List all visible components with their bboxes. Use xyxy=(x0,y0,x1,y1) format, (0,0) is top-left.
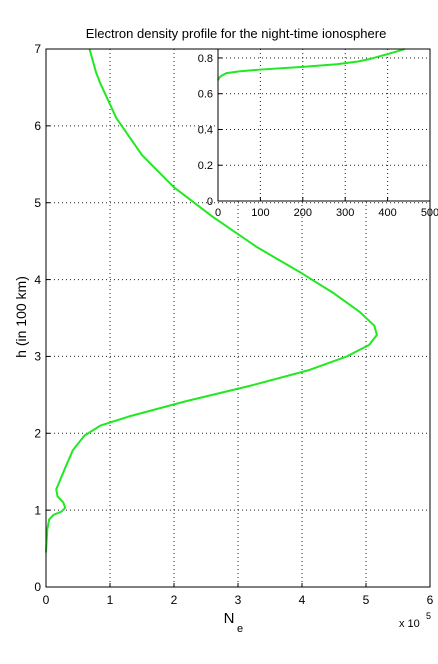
main-x-tick-label: 4 xyxy=(299,593,306,607)
x-axis-label-subscript: e xyxy=(237,623,243,635)
inset-y-tick-label: 0.8 xyxy=(198,53,213,65)
x-multiplier-base: x 10 xyxy=(399,618,420,630)
main-x-tick-label: 1 xyxy=(107,593,114,607)
main-x-tick-label: 2 xyxy=(171,593,178,607)
inset-x-tick-label: 100 xyxy=(251,207,269,219)
main-x-tick-label: 5 xyxy=(363,593,370,607)
chart-title: Electron density profile for the night-t… xyxy=(86,26,387,41)
inset-x-tick-label: 200 xyxy=(294,207,312,219)
inset-x-tick-label: 0 xyxy=(215,207,221,219)
inset-x-tick-label: 300 xyxy=(336,207,354,219)
main-y-tick-label: 7 xyxy=(34,42,41,56)
inset-x-tick-label: 500 xyxy=(421,207,438,219)
main-y-tick-label: 0 xyxy=(34,580,41,594)
main-y-tick-label: 4 xyxy=(34,273,41,287)
main-y-tick-label: 1 xyxy=(34,503,41,517)
inset-y-tick-label: 0.6 xyxy=(198,89,213,101)
y-axis-label: h (in 100 km) xyxy=(13,276,29,358)
main-y-tick-label: 3 xyxy=(34,350,41,364)
inset-y-tick-label: 0.4 xyxy=(198,124,213,136)
inset-plot-area xyxy=(218,49,430,201)
main-y-tick-label: 5 xyxy=(34,196,41,210)
inset-series-line xyxy=(217,48,405,81)
x-multiplier-exponent: 5 xyxy=(426,611,431,621)
inset-y-tick-label: 0 xyxy=(207,196,213,208)
main-y-tick-label: 6 xyxy=(34,119,41,133)
inset-chart: 0 100 200 300 400 500 0 0.2 0.4 0.6 0.8 xyxy=(198,48,438,219)
x-axis-label: N xyxy=(224,610,235,627)
main-x-tick-label: 6 xyxy=(427,593,434,607)
inset-x-tick-label: 400 xyxy=(378,207,396,219)
inset-y-tick-label: 0.2 xyxy=(198,160,213,172)
main-x-tick-label: 3 xyxy=(235,593,242,607)
inset-axes-frame xyxy=(217,48,431,202)
main-series-line xyxy=(45,48,378,553)
main-y-tick-label: 2 xyxy=(34,426,41,440)
main-x-tick-label: 0 xyxy=(43,593,50,607)
